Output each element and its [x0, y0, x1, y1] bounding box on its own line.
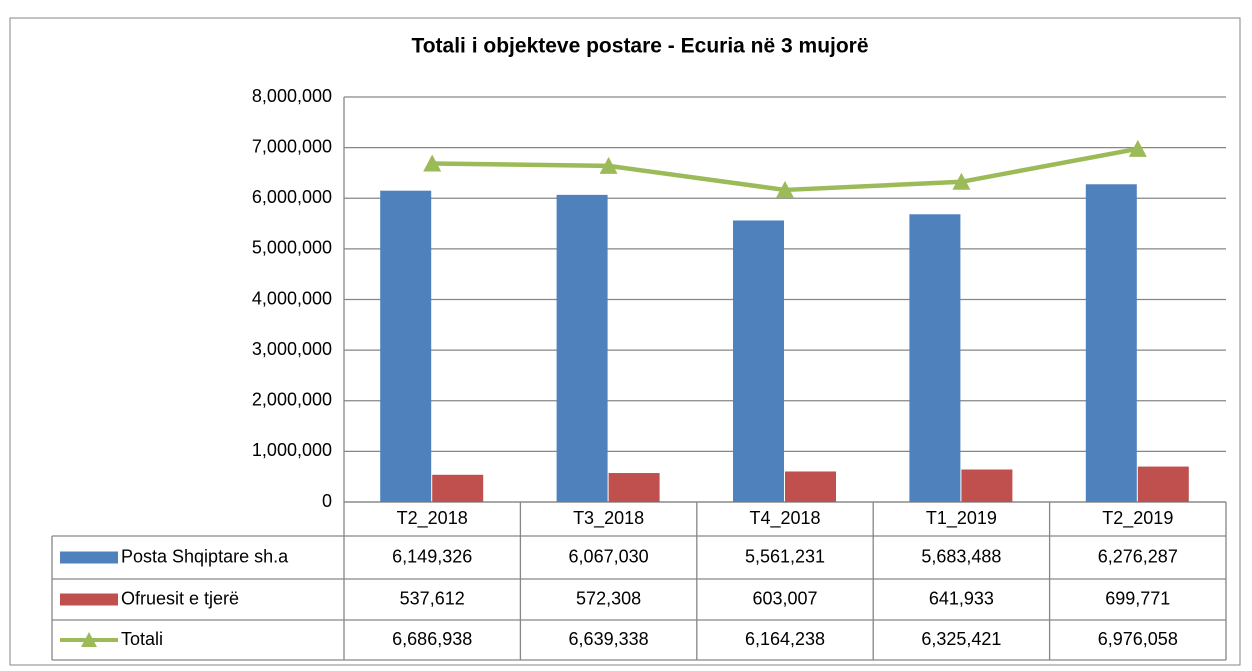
line-marker [423, 154, 442, 172]
y-tick-label: 6,000,000 [252, 187, 332, 207]
table-cell: 6,067,030 [569, 546, 649, 566]
bar [432, 474, 484, 502]
legend-swatch [60, 551, 118, 564]
x-tick-label: T3_2018 [573, 508, 644, 529]
table-cell: 6,639,338 [569, 629, 649, 649]
x-tick-label: T2_2019 [1102, 508, 1173, 529]
bar [608, 473, 660, 502]
line-marker [952, 172, 971, 190]
table-cell: 699,771 [1105, 588, 1170, 608]
line-marker [776, 180, 794, 198]
bar [1085, 184, 1137, 502]
table-cell: 6,686,938 [392, 629, 472, 649]
bar [785, 471, 836, 502]
table-cell: 6,164,238 [745, 629, 825, 649]
y-tick-label: 8,000,000 [252, 86, 332, 106]
table-cell: 572,308 [576, 588, 641, 608]
table-cell: 6,325,421 [921, 629, 1001, 649]
x-tick-label: T1_2019 [926, 508, 997, 529]
y-tick-label: 7,000,000 [252, 136, 332, 156]
table-cell: 6,276,287 [1098, 546, 1178, 566]
bar [909, 214, 961, 502]
x-tick-label: T4_2018 [749, 508, 820, 529]
y-tick-label: 5,000,000 [252, 238, 332, 258]
chart-title: Totali i objekteve postare - Ecuria në 3… [411, 35, 868, 58]
table-cell: 6,149,326 [392, 546, 472, 566]
y-tick-label: 2,000,000 [252, 390, 332, 410]
legend-label: Ofruesit e tjerë [121, 588, 239, 608]
y-tick-label: 1,000,000 [252, 440, 332, 460]
table-cell: 5,561,231 [745, 546, 825, 566]
legend-swatch [60, 593, 118, 606]
table-cell: 537,612 [400, 588, 465, 608]
legend-label: Posta Shqiptare sh.a [121, 546, 289, 566]
bar [961, 469, 1013, 502]
legend-marker [81, 632, 97, 647]
table-cell: 6,976,058 [1098, 629, 1178, 649]
table-cell: 641,933 [929, 588, 994, 608]
line-marker [1128, 139, 1147, 157]
table-cell: 5,683,488 [921, 546, 1001, 566]
table-cell: 603,007 [752, 588, 817, 608]
line-marker [599, 156, 618, 174]
chart-frame [9, 17, 1241, 666]
y-tick-label: 4,000,000 [252, 288, 332, 308]
bar [733, 220, 784, 502]
x-tick-label: T2_2018 [397, 508, 468, 529]
bar [556, 194, 608, 502]
bar [1137, 466, 1189, 502]
y-tick-label: 0 [322, 491, 332, 511]
y-tick-label: 3,000,000 [252, 339, 332, 359]
legend-label: Totali [121, 629, 163, 649]
bar [380, 190, 432, 502]
